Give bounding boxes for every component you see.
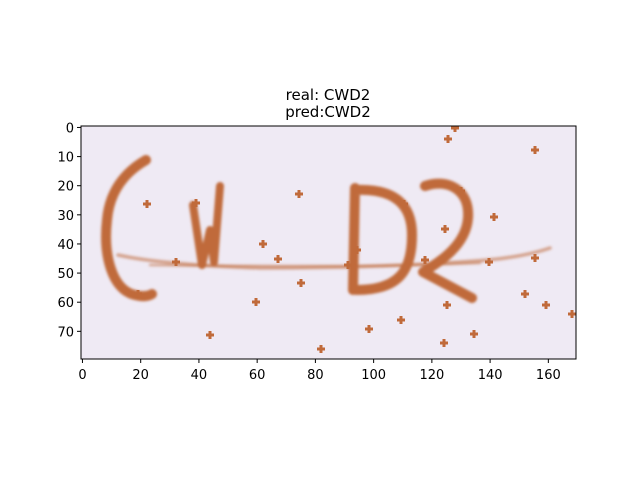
y-tick-label: 0	[66, 121, 74, 136]
x-tick-label: 120	[419, 368, 444, 383]
noise-dot	[206, 331, 214, 339]
letter-c-stroke	[101, 155, 157, 302]
x-axis: 0 20 40 60 80 100 120 140 160	[78, 359, 561, 383]
noise-dot	[274, 255, 282, 263]
noise-dot	[143, 200, 151, 208]
y-tick-label: 50	[57, 267, 74, 282]
y-tick-label: 10	[57, 151, 74, 166]
noise-dot	[470, 330, 478, 338]
noise-dot	[542, 301, 550, 309]
y-tick-label: 60	[57, 296, 74, 311]
noise-dot	[568, 310, 576, 318]
x-tick-label: 60	[249, 368, 266, 383]
noise-dot	[421, 256, 429, 264]
captcha-letters	[101, 155, 552, 303]
noise-dot	[397, 316, 405, 324]
letter-w-stroke	[189, 182, 224, 269]
noise-dot	[441, 225, 449, 233]
y-tick-label: 40	[57, 238, 74, 253]
x-tick-label: 160	[536, 368, 561, 383]
x-tick-label: 20	[132, 368, 149, 383]
noise-dot	[531, 254, 539, 262]
noise-line-2	[148, 261, 482, 268]
noise-dot	[490, 213, 498, 221]
captcha-background	[81, 126, 576, 359]
title-pred: pred:CWD2	[285, 103, 371, 121]
axes-frame	[80, 125, 577, 360]
x-tick-label: 100	[361, 368, 386, 383]
noise-dot	[521, 290, 529, 298]
x-tick-label: 80	[307, 368, 324, 383]
noise-dots	[134, 126, 576, 353]
noise-dot	[134, 290, 142, 298]
noise-dot	[365, 325, 373, 333]
noise-dot	[440, 339, 448, 347]
y-tick-label: 20	[57, 180, 74, 195]
noise-dot	[252, 298, 260, 306]
noise-dot	[172, 258, 180, 266]
noise-dot	[353, 246, 361, 254]
noise-dot	[443, 301, 451, 309]
x-tick-label: 140	[478, 368, 503, 383]
noise-dot	[444, 135, 452, 143]
noise-dot	[297, 279, 305, 287]
x-tick-label: 0	[78, 368, 86, 383]
noise-dot	[344, 261, 352, 269]
y-tick-label: 30	[57, 209, 74, 224]
noise-dot	[451, 126, 459, 132]
title-real: real: CWD2	[285, 86, 371, 104]
noise-dot	[295, 190, 303, 198]
noise-dot	[259, 240, 267, 248]
noise-dot	[457, 187, 465, 195]
noise-dot	[400, 200, 408, 208]
noise-dot	[317, 345, 325, 353]
letter-d-stroke	[348, 183, 417, 295]
y-axis: 0 10 20 30 40 50 60 70	[57, 121, 81, 340]
noise-dot	[531, 146, 539, 154]
x-tick-label: 40	[191, 368, 208, 383]
captcha-content	[101, 126, 576, 353]
noise-dot	[192, 199, 200, 207]
noise-dot	[485, 258, 493, 266]
y-tick-label: 70	[57, 325, 74, 340]
